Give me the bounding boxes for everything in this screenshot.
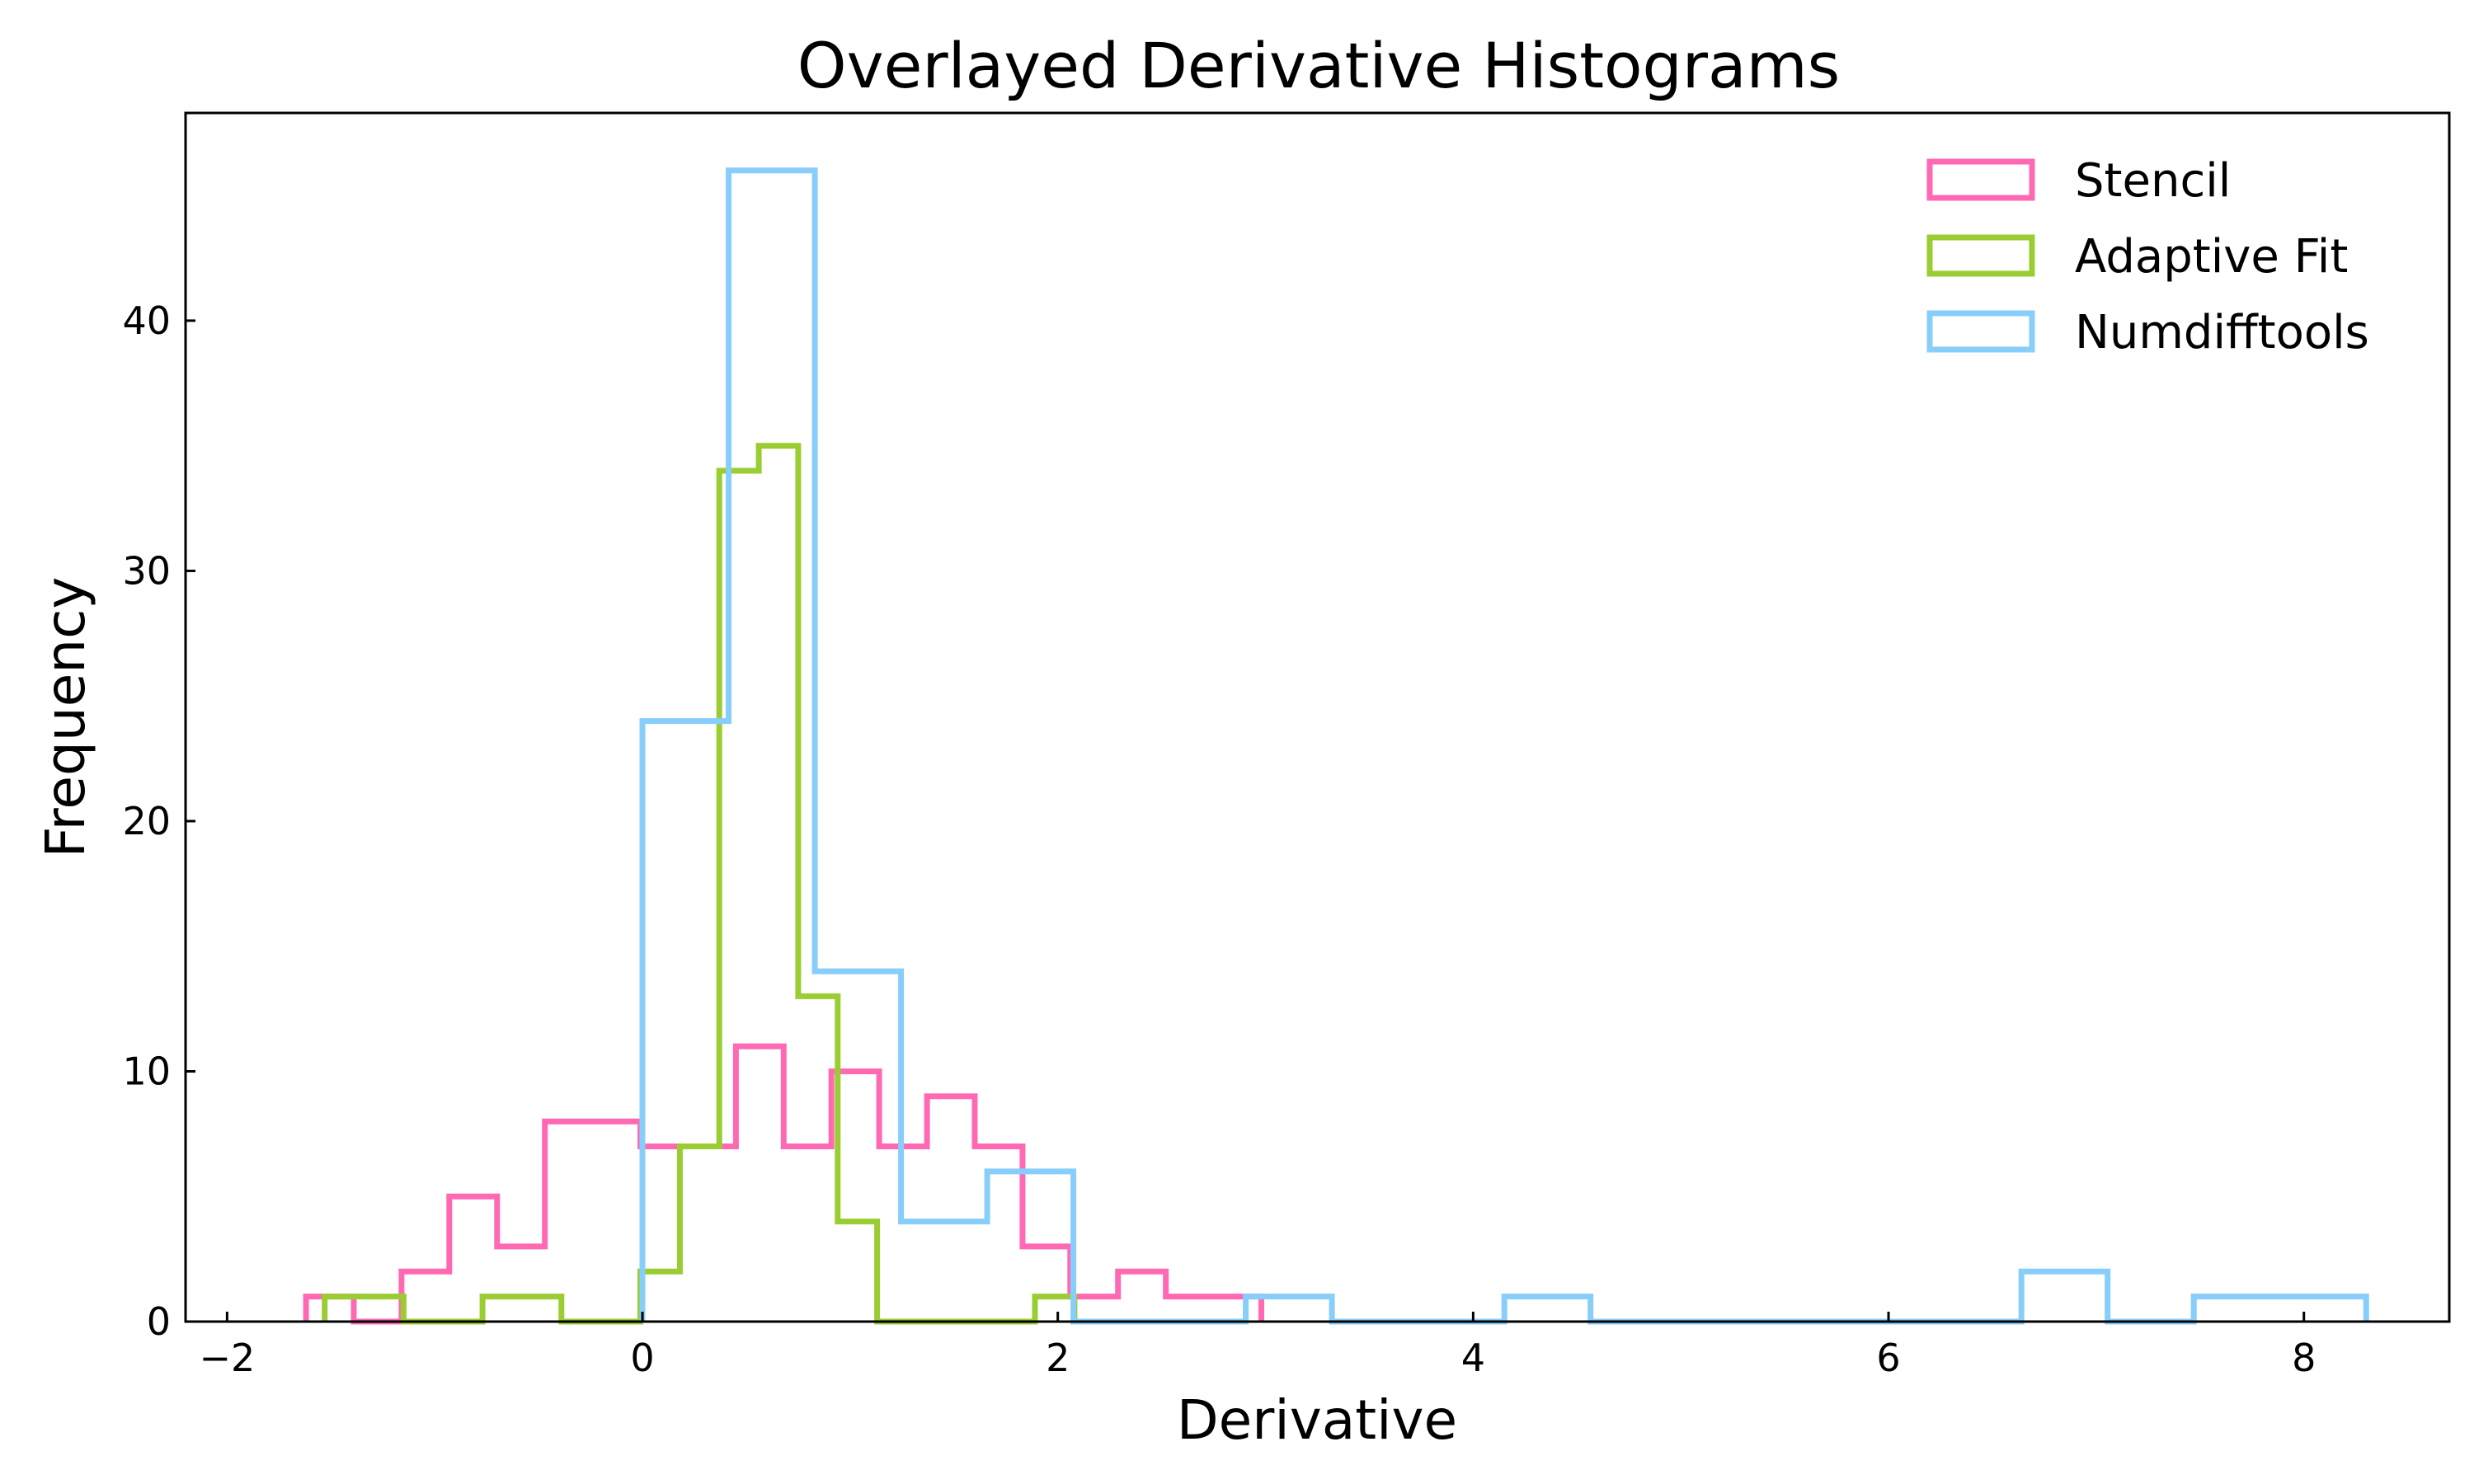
plot-frame — [184, 111, 2451, 1323]
x-tick-label: 0 — [630, 1336, 654, 1380]
x-tick-label: 6 — [1876, 1336, 1900, 1380]
series-adaptive-fit-step — [322, 443, 1078, 1325]
y-axis-title: Frequency — [34, 577, 97, 858]
plot-area — [303, 167, 2369, 1325]
x-tick-label: 2 — [1046, 1336, 1070, 1380]
y-tick-label: 30 — [122, 548, 171, 593]
y-tick-label: 20 — [122, 799, 171, 843]
legend-item-numdifftools: Numdifftools — [1926, 306, 2369, 359]
legend-swatch — [1926, 310, 2035, 353]
legend-swatch — [1926, 234, 2035, 277]
legend-item-adaptive-fit: Adaptive Fit — [1926, 230, 2348, 284]
legend-label: Adaptive Fit — [2075, 230, 2348, 284]
x-tick-label: 4 — [1461, 1336, 1485, 1380]
x-axis: −2 0 2 4 6 8 — [199, 1312, 2316, 1380]
x-tick-label: −2 — [199, 1336, 255, 1380]
legend-item-stencil: Stencil — [1926, 154, 2231, 208]
y-tick-label: 0 — [147, 1299, 171, 1344]
y-tick-label: 40 — [122, 298, 171, 343]
x-tick-label: 8 — [2292, 1336, 2316, 1380]
legend: Stencil Adaptive Fit Numdifftools — [1926, 154, 2369, 359]
legend-label: Stencil — [2075, 154, 2231, 208]
x-axis-title: Derivative — [1177, 1388, 1457, 1452]
legend-swatch — [1926, 158, 2035, 201]
chart-title: Overlayed Derivative Histograms — [797, 29, 1840, 102]
y-tick-label: 10 — [122, 1049, 171, 1093]
series-stencil-step — [303, 1043, 1264, 1325]
legend-label: Numdifftools — [2075, 306, 2369, 359]
y-axis: 0 10 20 30 40 — [122, 298, 195, 1344]
